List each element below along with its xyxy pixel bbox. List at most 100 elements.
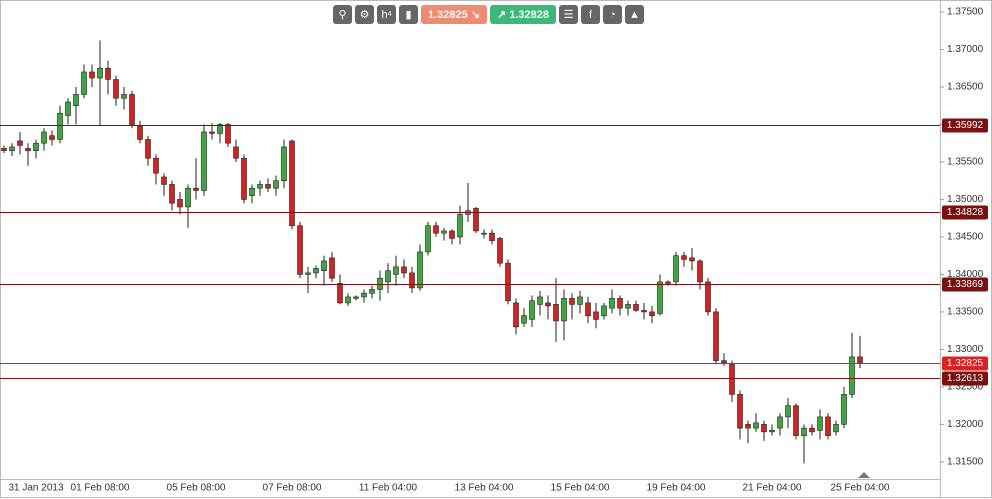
candle-body [673,255,679,283]
scroll-marker [858,472,870,478]
candle-body [649,311,655,316]
x-tick-label: 31 Jan 2013 [8,483,63,494]
candle-body [385,270,391,283]
candle-body [241,157,247,200]
candle-body [529,300,535,320]
candle-body [33,142,39,152]
candle-body [777,416,783,429]
y-tick-label: 1.34500 [947,232,984,243]
candle-body [57,112,63,140]
candle-body [633,304,639,311]
candle-body [337,283,343,304]
x-tick-label: 21 Feb 04:00 [743,483,802,494]
y-tick-label: 1.31500 [947,457,984,468]
candle-body [609,298,615,309]
zoom-button[interactable]: ⚲ [333,5,352,24]
candle-body [713,311,719,361]
candle-body [9,146,15,152]
template-button[interactable]: ◔ [603,5,622,24]
candle-body [481,232,487,235]
buy-button[interactable]: ↗ 1.32828 [490,5,556,24]
x-tick-label: 11 Feb 04:00 [359,483,418,494]
candle-body [513,302,519,328]
candle-body [457,214,463,238]
candle-body [785,405,791,418]
level-label: 1.35992 [947,120,984,131]
candle-body [801,427,807,436]
chart-type-button[interactable]: ▮ [399,5,418,24]
candle-body [441,230,447,234]
candle-body [681,255,687,260]
candle-body [41,131,47,144]
x-tick-label: 05 Feb 08:00 [167,483,226,494]
candle-body [569,298,575,305]
candle-body [265,184,271,189]
candle-body [753,422,759,429]
candle-body [177,199,183,208]
candle-body [97,67,103,79]
level-label: 1.34828 [947,207,984,218]
sell-button[interactable]: 1.32825 ↘ [421,5,487,24]
candle-body [145,139,151,159]
candle-body [161,176,167,185]
x-tick-label: 25 Feb 04:00 [831,483,890,494]
candle-body [761,424,767,433]
level-label: 1.32825 [947,358,984,369]
bid-price: 1.32825 [427,8,468,21]
settings-button[interactable]: ⚙ [355,5,374,24]
candle-body [1,148,7,152]
candle-body [233,146,239,159]
candle-body [449,230,455,239]
y-tick-label: 1.37500 [947,7,984,18]
candle-body [705,281,711,313]
candle-body [329,257,335,279]
x-tick-label: 07 Feb 08:00 [263,483,322,494]
timeframe-count: 4 [387,11,392,18]
candle-body [369,289,375,294]
x-tick-label: 01 Feb 08:00 [71,483,130,494]
level-label-box [942,371,988,386]
x-tick-label: 15 Feb 04:00 [551,483,610,494]
candle-body [249,187,255,196]
candle-body [345,296,351,304]
candle-body [273,180,279,189]
candle-body [769,430,775,433]
candle-body [153,157,159,174]
candle-body [201,131,207,191]
candle-body [217,124,223,134]
candle-body [825,416,831,436]
candle-body [193,187,199,191]
candle-body [425,225,431,253]
y-tick-label: 1.32500 [947,382,984,393]
candle-body [81,71,87,95]
list-button[interactable]: ☰ [559,5,578,24]
candle-body [401,266,407,274]
candle-body [745,424,751,429]
candle-body [473,208,479,232]
candle-body [17,140,23,146]
indicator-button[interactable]: f [581,5,600,24]
candle-body [721,360,727,364]
x-tick-label: 19 Feb 04:00 [647,483,706,494]
candle-body [665,281,671,284]
ask-price: 1.32828 [509,8,550,21]
candle-body [697,260,703,283]
candle-body [857,356,863,363]
candle-body [809,427,815,433]
candle-body [561,298,567,322]
level-label-box [942,205,988,220]
candle-body [289,140,295,226]
candle-body [585,302,591,316]
candle-body [353,296,359,299]
y-tick-label: 1.36500 [947,82,984,93]
candle-body [49,135,55,140]
level-label: 1.32613 [947,373,984,384]
candle-body [377,277,383,290]
candle-body [505,262,511,301]
candle-body [417,251,423,289]
object-button[interactable]: ▲ [625,5,644,24]
candle-body [689,257,695,262]
candle-body [169,184,175,204]
